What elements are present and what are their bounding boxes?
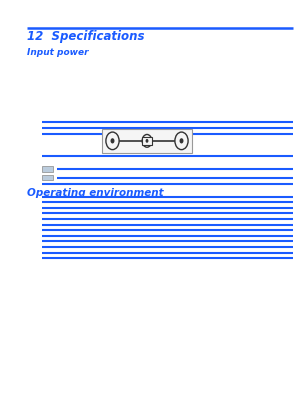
Text: 12  Specifications: 12 Specifications (27, 30, 145, 43)
Circle shape (146, 139, 148, 143)
FancyBboxPatch shape (42, 166, 53, 172)
Circle shape (142, 134, 152, 147)
Circle shape (179, 138, 184, 144)
Circle shape (110, 138, 115, 144)
Circle shape (146, 139, 148, 143)
FancyBboxPatch shape (102, 129, 192, 153)
FancyBboxPatch shape (42, 175, 53, 180)
Circle shape (175, 132, 188, 150)
Circle shape (106, 132, 119, 150)
Text: Input power: Input power (27, 48, 88, 57)
FancyBboxPatch shape (142, 137, 152, 145)
Text: Operating environment: Operating environment (27, 188, 164, 198)
